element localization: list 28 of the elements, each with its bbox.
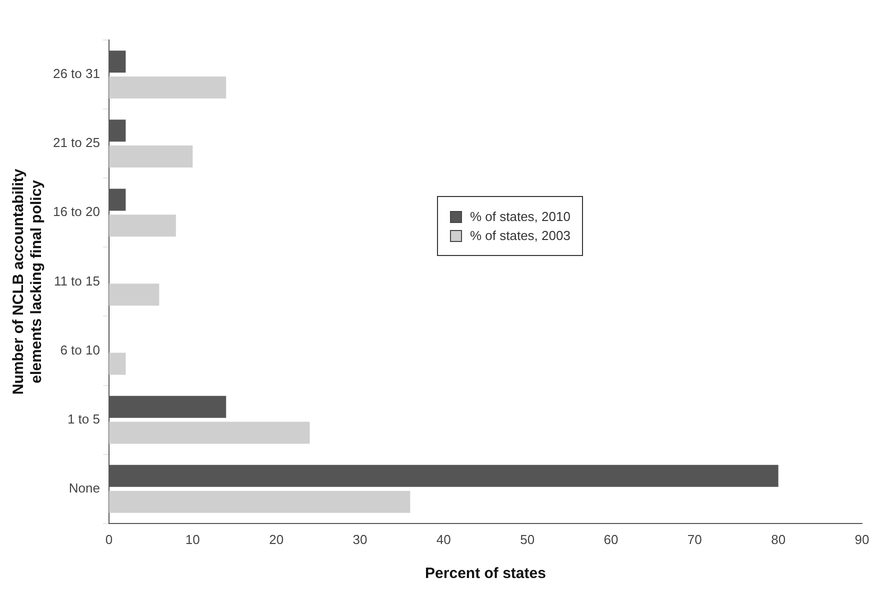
x-tick-label: 20 (269, 532, 284, 547)
y-tick-label: 21 to 25 (52, 135, 100, 150)
legend-label: % of states, 2010 (470, 209, 570, 224)
x-tick-label: 90 (854, 532, 870, 547)
x-tick-label: 80 (771, 532, 786, 547)
x-tick-label: 50 (520, 532, 535, 547)
x-tick-label: 70 (687, 532, 702, 547)
bar (108, 76, 226, 98)
x-tick-label: 60 (604, 532, 618, 547)
y-tick-label: None (68, 480, 100, 496)
y-tick-label: 11 to 15 (54, 273, 100, 288)
bar (108, 146, 193, 168)
y-tick-label: 1 to 5 (67, 411, 100, 426)
x-tick-label: 0 (105, 532, 113, 547)
bar (108, 490, 410, 513)
bar (108, 214, 176, 237)
x-tick-label: 10 (185, 532, 200, 547)
x-axis-title: Percent of states (425, 565, 546, 582)
y-tick-label: 26 to 31 (52, 66, 100, 82)
legend-label: % of states, 2003 (470, 228, 570, 243)
y-axis-title: Number of NCLB accountability elements lacking final policy (10, 168, 46, 395)
y-tick-label: 6 to 10 (60, 342, 100, 358)
bar (108, 422, 310, 444)
y-tick-label: 16 to 20 (52, 204, 100, 220)
bar (108, 284, 160, 306)
x-tick-label: 30 (352, 532, 368, 547)
x-tick-label: 40 (436, 532, 451, 547)
bar (108, 352, 126, 375)
